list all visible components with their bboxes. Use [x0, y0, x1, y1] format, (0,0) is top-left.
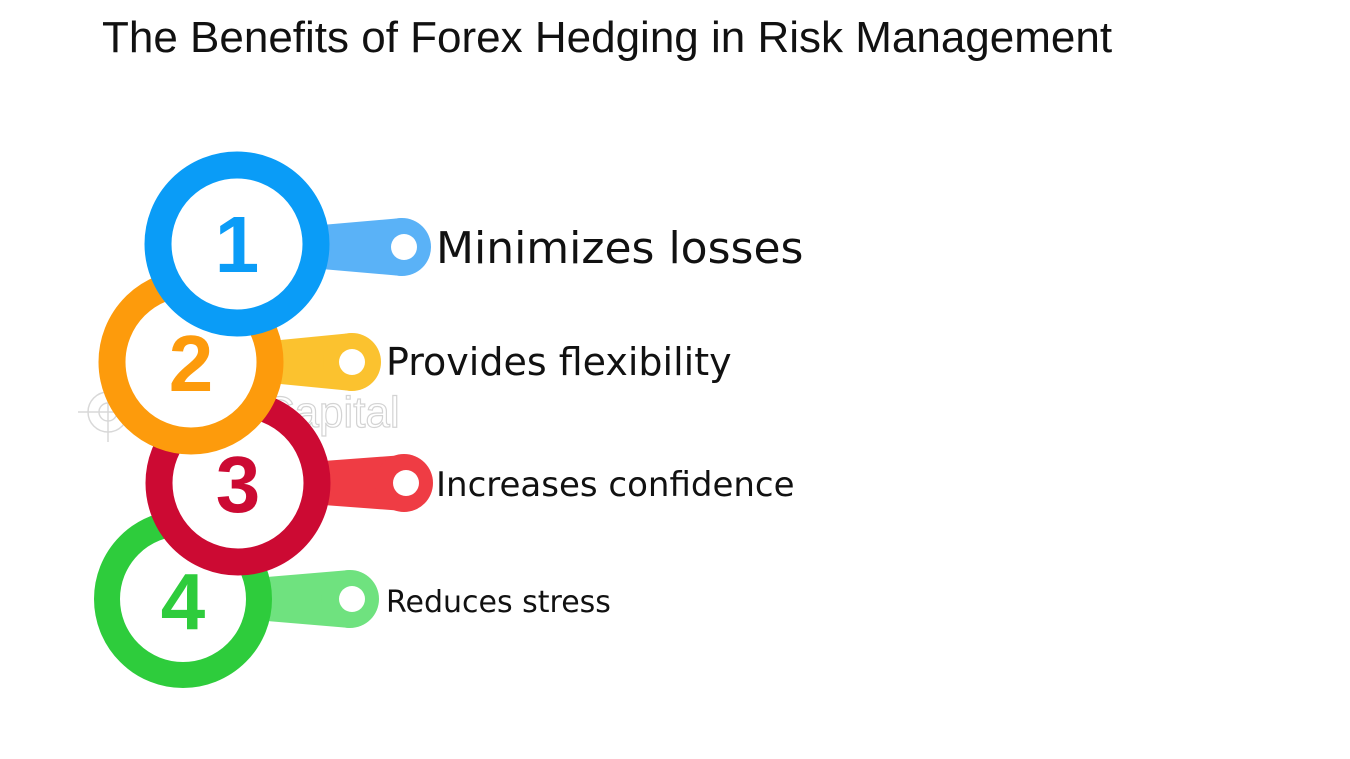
step-2-knob-hole	[339, 349, 365, 375]
step-3-label: Increases confidence	[436, 465, 795, 505]
step-1: 1 Minimizes losses	[144, 151, 803, 337]
step-1-number: 1	[215, 200, 260, 289]
step-4-knob-hole	[339, 586, 365, 612]
step-3-knob-hole	[393, 470, 419, 496]
step-1-ring	[144, 151, 330, 337]
page-title: The Benefits of Forex Hedging in Risk Ma…	[102, 13, 1113, 62]
step-4-number: 4	[161, 557, 206, 646]
step-3-number: 3	[216, 440, 261, 529]
step-2-label: Provides flexibility	[386, 340, 732, 384]
step-2-number: 2	[169, 319, 214, 408]
step-1-label: Minimizes losses	[436, 223, 803, 274]
step-1-knob-hole	[391, 234, 417, 260]
step-4-label: Reduces stress	[386, 585, 611, 620]
